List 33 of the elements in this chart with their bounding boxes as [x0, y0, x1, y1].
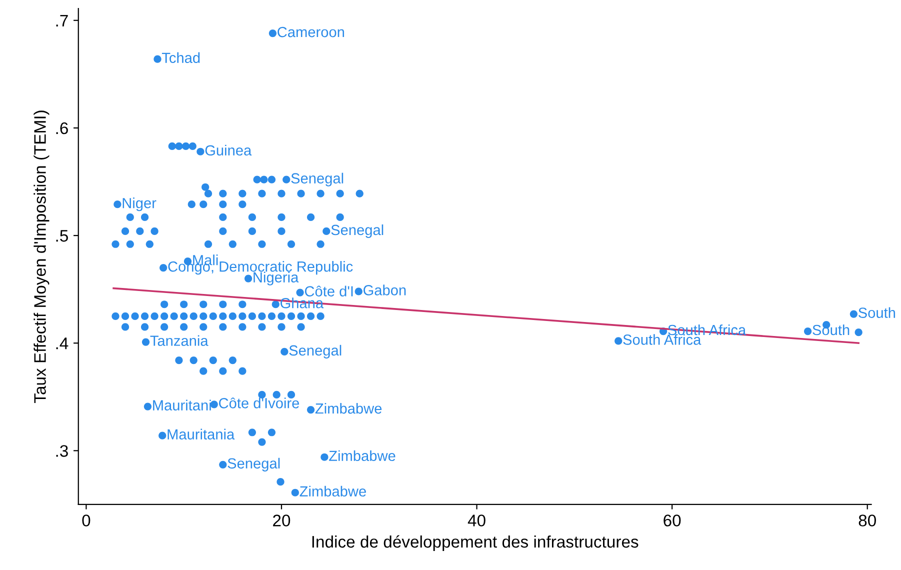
annotation: Niger — [122, 198, 156, 212]
annotation: Cameroon — [278, 26, 344, 38]
x-tick-label: 60 — [664, 514, 681, 526]
x-tick-label: 40 — [468, 514, 486, 526]
x-tick-label: 80 — [858, 514, 876, 526]
annotation: Mauritania — [168, 428, 235, 440]
y-axis-title: Taux Effectif Moyen d'Imposition (TEMI) — [34, 110, 50, 403]
y-tick-label: .6 — [56, 122, 68, 134]
annotation: Mauritani — [153, 400, 211, 410]
annotation: Senegal — [291, 172, 344, 186]
annotation: Tchad — [162, 52, 200, 64]
annotation: South Africa — [623, 334, 702, 345]
annotation: Zimbabwe — [315, 402, 382, 414]
annotation: Senegal — [228, 458, 280, 472]
annotation: Nigeria — [254, 272, 299, 286]
y-tick-label: .5 — [56, 230, 68, 242]
annotation: Guinea — [205, 144, 252, 156]
x-axis-title: Indice de développement des infrastructures — [312, 535, 638, 551]
y-tick-label: .4 — [56, 338, 68, 350]
annotation: Senegal — [289, 344, 342, 358]
y-tick-label: .7 — [56, 14, 68, 26]
annotation: Senegal — [331, 224, 384, 238]
annotation: Côte d'Ivoire — [219, 398, 300, 408]
annotation: Côte d'I — [304, 286, 353, 296]
annotation: Zimbabwe — [300, 486, 366, 497]
annotation: Zimbabwe — [329, 450, 396, 462]
annotation: Tanzania — [150, 335, 208, 346]
x-tick-label: 20 — [273, 514, 290, 526]
annotation: Gabon — [364, 284, 406, 296]
y-tick-label: .3 — [56, 445, 68, 457]
x-tick-label: 0 — [82, 514, 90, 526]
annotation: South — [812, 324, 850, 336]
annotation: South — [858, 307, 896, 318]
